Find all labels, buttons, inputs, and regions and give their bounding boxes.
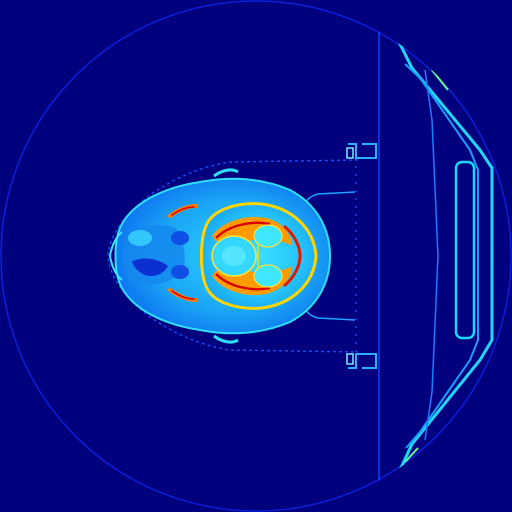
sinus-left bbox=[171, 231, 189, 245]
skull-back-red bbox=[283, 224, 302, 288]
headrest-highlight-bottom bbox=[404, 447, 419, 463]
frame-pin-bottom bbox=[346, 353, 354, 365]
sinus-right bbox=[171, 265, 189, 279]
nasal-turbinate bbox=[128, 230, 152, 246]
nose bbox=[108, 231, 123, 281]
frame-clamp-bottom bbox=[348, 353, 377, 369]
headrest-highlight bbox=[431, 69, 449, 91]
orbital-bone-upper-core bbox=[171, 206, 195, 216]
headrest-groove bbox=[424, 69, 439, 441]
orbital-bone-lower-core bbox=[171, 290, 195, 300]
neck-shoulder-bottom bbox=[213, 334, 239, 344]
bone-red-core-upper bbox=[215, 221, 271, 239]
bone-red-core-lower bbox=[215, 273, 271, 291]
brainstem-core bbox=[222, 246, 246, 266]
frame-clamp-top bbox=[348, 143, 377, 159]
neck-shoulder-top bbox=[213, 168, 239, 178]
nasal-airway bbox=[132, 258, 168, 277]
frame-pin-top bbox=[346, 147, 354, 159]
cerebellum-upper bbox=[253, 224, 283, 248]
fixation-mask bbox=[107, 159, 359, 353]
headrest-slot bbox=[454, 160, 476, 340]
cerebellum-lower bbox=[253, 264, 283, 288]
